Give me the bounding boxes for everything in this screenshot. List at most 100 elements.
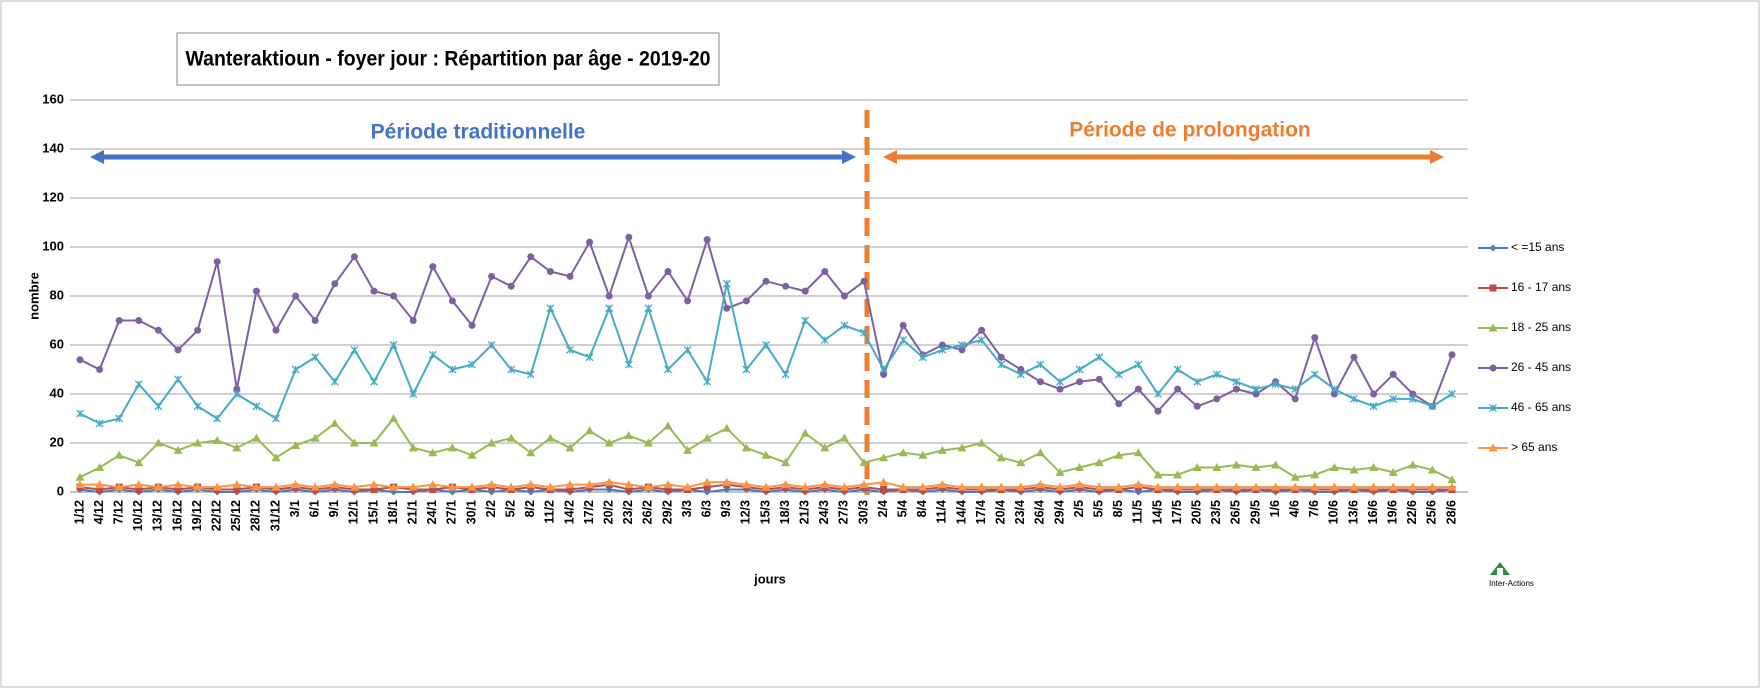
point xyxy=(1076,378,1084,386)
point xyxy=(1231,482,1241,491)
y-tick-label: 120 xyxy=(42,189,64,204)
y-tick-label: 40 xyxy=(50,385,64,400)
point xyxy=(879,477,889,486)
x-tick-label: 23/4 xyxy=(1013,500,1027,524)
point xyxy=(1251,482,1261,491)
legend-marker xyxy=(1489,364,1497,372)
point xyxy=(1310,482,1320,491)
x-tick-label: 1/12 xyxy=(72,500,86,524)
x-tick-label: 17/5 xyxy=(1170,500,1184,524)
annotation: Période traditionnelle xyxy=(371,121,586,144)
point xyxy=(1252,390,1260,398)
point xyxy=(1389,394,1398,403)
point xyxy=(1310,470,1320,479)
point xyxy=(762,277,770,285)
point xyxy=(389,341,398,349)
point xyxy=(565,480,575,489)
x-tick-label: 11/4 xyxy=(935,500,949,524)
x-tick-label: 12/1 xyxy=(347,500,361,524)
point xyxy=(918,353,927,362)
point xyxy=(586,238,594,246)
point xyxy=(232,480,242,489)
point xyxy=(880,486,888,494)
x-tick-label: 16/6 xyxy=(1366,500,1380,524)
x-tick-label: 1/6 xyxy=(1268,500,1282,517)
point xyxy=(683,445,693,454)
y-tick-label: 0 xyxy=(57,483,64,498)
annotation: Période de prolongation xyxy=(1069,119,1311,142)
logo-text: Inter-Actions xyxy=(1489,579,1534,588)
point xyxy=(781,480,791,489)
point xyxy=(1369,482,1379,491)
point xyxy=(703,483,711,491)
point xyxy=(1231,460,1241,469)
point xyxy=(1094,458,1104,467)
point xyxy=(1330,385,1339,394)
x-tick-label: 14/2 xyxy=(562,500,576,524)
x-tick-label: 29/5 xyxy=(1248,500,1262,524)
point xyxy=(1388,467,1398,476)
legend-marker xyxy=(1488,323,1498,332)
point xyxy=(839,433,849,442)
point xyxy=(408,482,418,491)
point xyxy=(1075,480,1085,489)
x-tick-label: 7/12 xyxy=(111,500,125,524)
point xyxy=(605,292,613,300)
point xyxy=(1271,460,1281,469)
point xyxy=(1447,482,1457,491)
x-tick-label: 12/3 xyxy=(739,500,753,524)
point xyxy=(507,282,515,290)
point xyxy=(782,282,790,290)
point xyxy=(1448,390,1456,398)
point xyxy=(723,304,731,312)
x-tick-label: 24/1 xyxy=(425,500,439,524)
point xyxy=(604,438,614,447)
point xyxy=(153,438,163,447)
point xyxy=(1350,394,1358,403)
point xyxy=(349,482,359,491)
point xyxy=(389,482,399,491)
point xyxy=(820,443,830,452)
point xyxy=(664,486,672,494)
point xyxy=(1173,482,1183,491)
point xyxy=(683,482,693,491)
point xyxy=(703,236,711,244)
point xyxy=(898,482,908,491)
point xyxy=(428,480,438,489)
y-tick-label: 160 xyxy=(42,91,64,106)
point xyxy=(1408,460,1418,469)
point xyxy=(389,414,399,422)
point xyxy=(428,350,437,359)
point xyxy=(684,297,692,305)
point xyxy=(95,463,105,471)
point xyxy=(800,482,810,491)
point xyxy=(369,438,379,447)
point xyxy=(1133,480,1143,489)
point xyxy=(447,482,457,491)
legend-label: 46 - 65 ans xyxy=(1511,400,1571,414)
point xyxy=(1192,482,1202,491)
y-tick-label: 140 xyxy=(42,140,64,155)
point xyxy=(1409,390,1417,398)
point xyxy=(1212,482,1222,491)
x-tick-label: 8/5 xyxy=(1111,500,1125,517)
legend-label: < =15 ans xyxy=(1511,240,1564,254)
point xyxy=(134,458,144,467)
x-tick-label: 15/1 xyxy=(366,500,380,524)
point xyxy=(859,480,869,489)
point xyxy=(291,480,301,489)
point xyxy=(585,480,595,489)
point xyxy=(1349,465,1359,474)
point xyxy=(1094,482,1104,491)
point xyxy=(1290,472,1300,481)
point xyxy=(1016,482,1026,491)
point xyxy=(448,297,456,305)
x-tick-label: 25/12 xyxy=(229,500,243,531)
point xyxy=(1114,450,1124,459)
x-axis-label: jours xyxy=(753,571,786,586)
point xyxy=(722,279,731,288)
point xyxy=(1310,370,1319,379)
point xyxy=(1251,463,1261,471)
point xyxy=(76,356,84,364)
